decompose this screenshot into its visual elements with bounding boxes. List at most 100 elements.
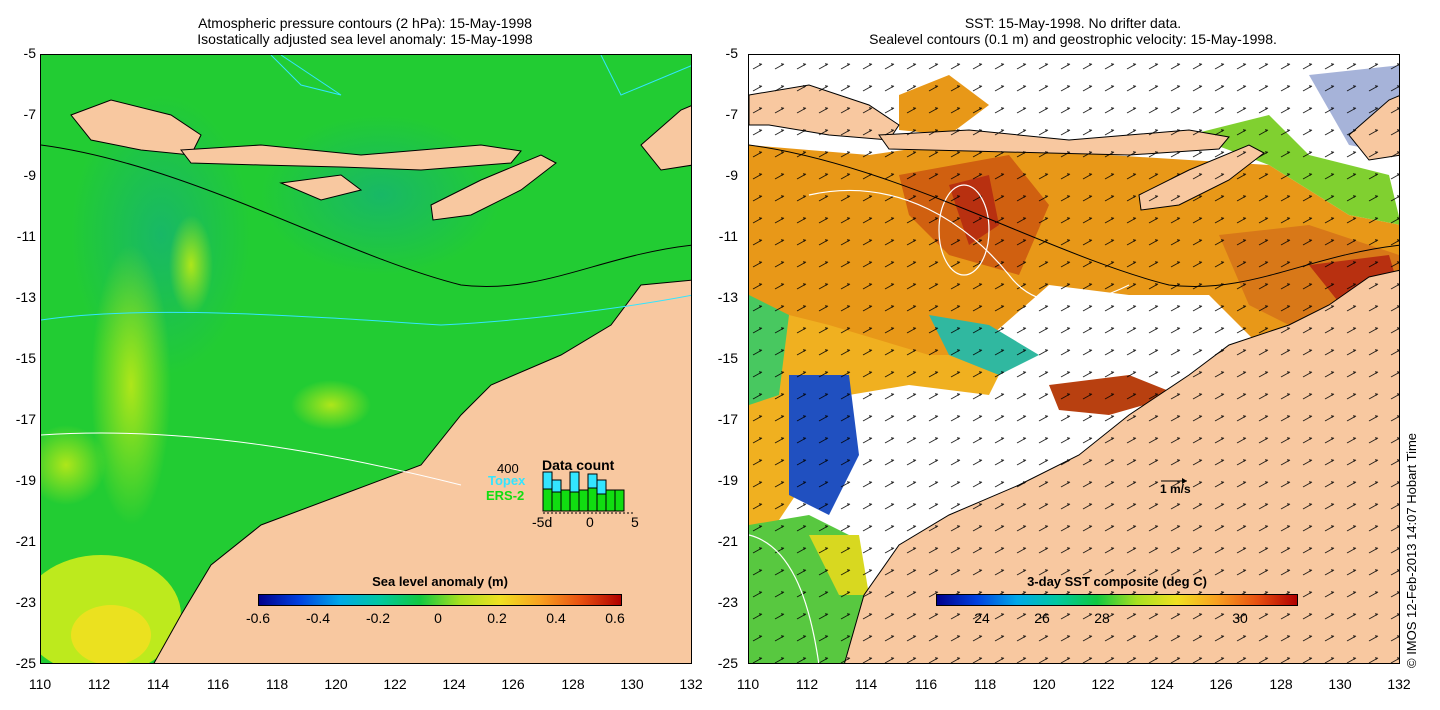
x-tick: 114 [854,676,878,692]
ers2-bar [560,489,571,512]
left-colorbar-bar [258,594,622,606]
x-tick: 128 [561,676,585,692]
left-colorbar-label: 0 [434,610,442,626]
data-count-max: 400 [497,461,519,476]
data-count-title: Data count [542,457,615,473]
imos-credit: © IMOS 12-Feb-2013 14:07 Hobart Time [1404,432,1419,668]
right-sst-map[interactable] [748,54,1400,664]
y-tick: -5 [725,45,738,61]
y-tick: -15 [717,350,738,366]
ers2-bar [605,489,616,512]
ers2-bar [551,491,562,512]
x-tick: 128 [1269,676,1293,692]
left-colorbar-label: -0.6 [245,610,271,626]
topex-bar [596,479,607,495]
y-tick: -11 [16,228,36,244]
bathymetry-contour [749,144,1399,288]
ers2-bar [587,487,598,512]
anomaly-high [91,245,171,525]
y-tick: -13 [717,289,738,305]
y-tick: -21 [717,533,738,549]
ers2-bar [569,491,580,512]
data-count-histogram [542,471,633,514]
pressure-contour [270,55,342,96]
sea-level-contour [808,190,1130,303]
right-map-graphic [749,55,1399,663]
right-colorbar-label: 24 [974,610,990,626]
y-tick: -23 [15,594,36,610]
x-tick: 132 [679,676,703,692]
x-tick: 112 [795,676,819,692]
anomaly-high [71,605,151,663]
pressure-contour [41,432,462,486]
java-island [70,99,202,156]
right-colorbar-label: 28 [1094,610,1110,626]
left-colorbar-title: Sea level anomaly (m) [372,574,508,589]
left-title: Atmospheric pressure contours (2 hPa): 1… [40,15,690,47]
y-tick: -9 [725,167,738,183]
topex-bar [551,479,562,493]
x-tick: 120 [1032,676,1056,692]
dc-axis-label: 0 [586,514,594,530]
island-ne [640,105,691,171]
right-title-line1: SST: 15-May-1998. No drifter data. [964,15,1182,31]
scale-label: 1 m/s [1160,482,1191,496]
x-tick: 126 [501,676,525,692]
left-colorbar-label: -0.4 [305,610,331,626]
sumba-island [279,174,363,201]
y-tick: -25 [717,655,738,671]
timor-island [430,154,557,221]
right-colorbar-label: 30 [1232,610,1248,626]
topex-bar [542,471,553,490]
left-colorbar-label: 0.2 [487,610,507,626]
topex-bar [569,471,580,493]
x-tick: 114 [146,676,170,692]
x-tick: 112 [87,676,111,692]
dc-axis-label: 5 [631,514,639,530]
x-tick: 118 [265,676,289,692]
left-sea-level-map[interactable] [40,54,692,664]
left-colorbar-label: -0.2 [365,610,391,626]
x-tick: 130 [620,676,644,692]
x-tick: 116 [914,676,938,692]
y-tick: -23 [717,594,738,610]
pressure-contour [600,55,691,96]
x-tick: 110 [736,676,760,692]
left-map-graphic [41,55,691,663]
y-tick: -17 [717,411,738,427]
pressure-contour [41,294,691,326]
y-tick: -9 [23,167,36,183]
y-tick: -11 [718,228,738,244]
y-tick: -7 [23,106,36,122]
x-tick: 124 [1150,676,1174,692]
x-tick: 120 [324,676,348,692]
dc-axis-label: -5d [532,514,553,530]
left-colorbar-label: 0.4 [546,610,566,626]
y-tick: -19 [717,472,738,488]
topex-bar [587,473,598,489]
x-tick: 110 [28,676,52,692]
ers2-bar [596,493,607,512]
ers2-bar [578,489,589,512]
legend-ers2: ERS-2 [486,488,525,503]
y-tick: -15 [15,350,36,366]
x-tick: 132 [1387,676,1411,692]
sea-level-contour [41,144,691,288]
sea-level-contour [749,534,820,663]
y-tick: -19 [15,472,36,488]
ers2-bar [542,488,553,512]
x-tick: 126 [1209,676,1233,692]
y-tick: -13 [15,289,36,305]
y-tick: -5 [23,45,36,61]
anomaly-high [41,425,106,505]
x-tick: 122 [1091,676,1115,692]
australia-land [153,279,691,663]
x-tick: 118 [973,676,997,692]
right-colorbar-label: 26 [1034,610,1050,626]
y-tick: -7 [725,106,738,122]
right-colorbar-bar [936,594,1298,606]
left-title-line2: Isostatically adjusted sea level anomaly… [197,31,533,47]
scale-arrow-head [1182,478,1187,484]
sea-level-contour [938,184,990,276]
x-tick: 130 [1328,676,1352,692]
